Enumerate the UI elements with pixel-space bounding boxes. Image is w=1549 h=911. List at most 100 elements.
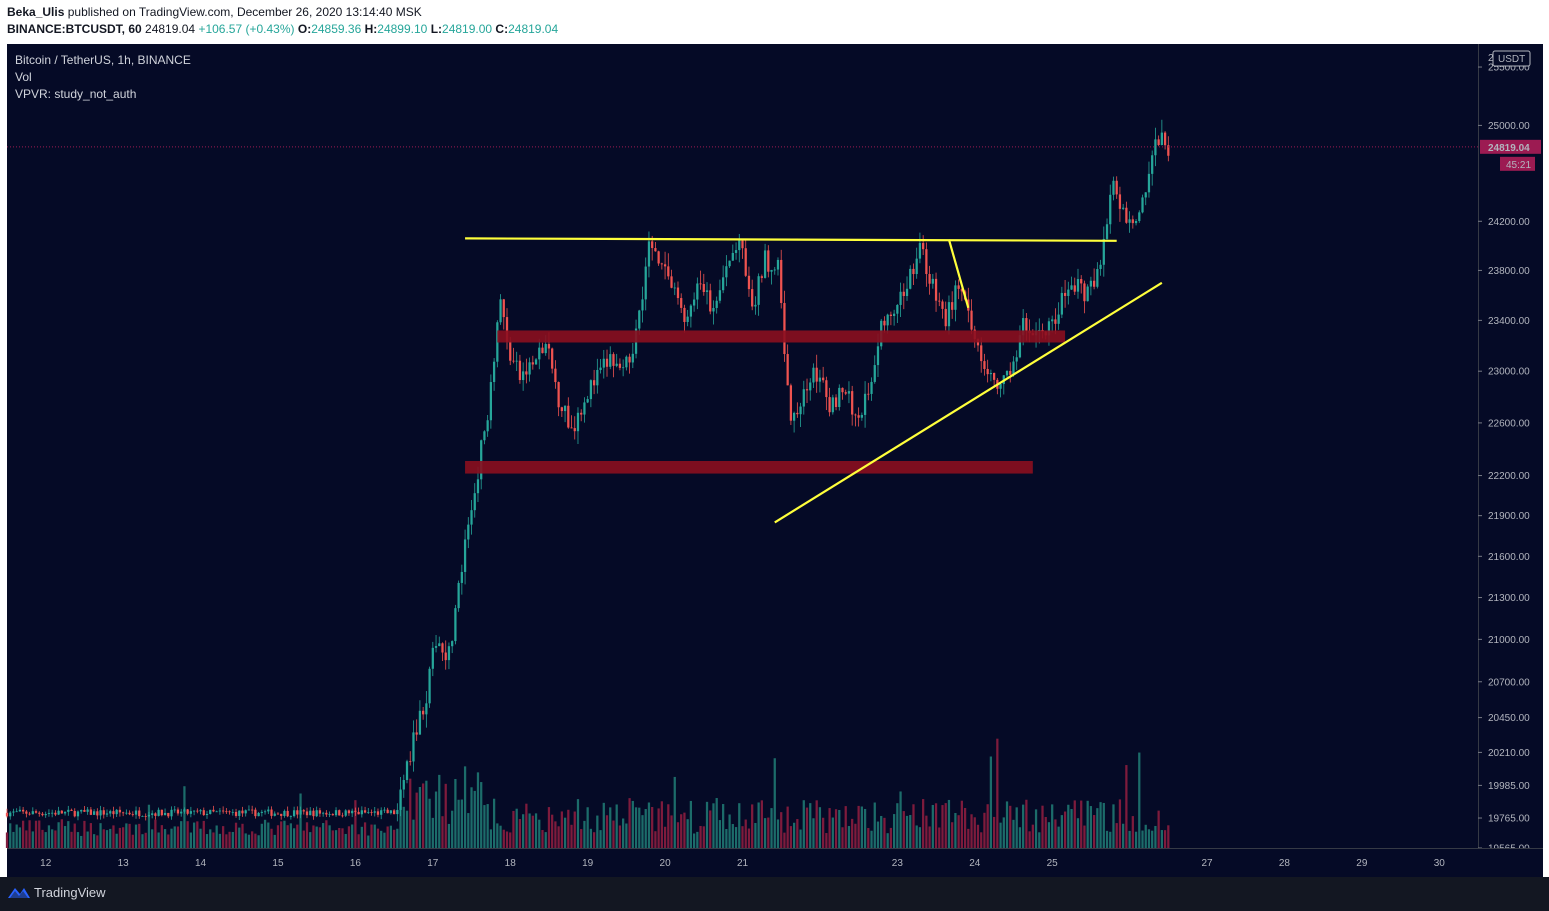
volume-bar xyxy=(602,802,605,848)
candle-body xyxy=(251,809,254,811)
volume-legend[interactable]: Vol xyxy=(15,70,32,84)
volume-bar xyxy=(441,816,444,848)
volume-bar xyxy=(770,808,773,848)
time-tick-label: 29 xyxy=(1356,858,1368,869)
volume-bar xyxy=(57,822,60,848)
volume-bar xyxy=(863,808,867,848)
candle-body xyxy=(573,428,576,432)
author-name[interactable]: Beka_Ulis xyxy=(7,5,65,19)
volume-bar xyxy=(554,821,557,848)
volume-bar xyxy=(170,828,173,848)
publish-line: Beka_Ulis published on TradingView.com, … xyxy=(7,5,422,19)
candle-body xyxy=(618,363,622,368)
volume-bar xyxy=(76,832,80,848)
candle-body xyxy=(615,363,618,366)
volume-bar xyxy=(363,822,367,848)
candle-body xyxy=(663,264,667,267)
volume-bar xyxy=(28,820,31,848)
candle-body xyxy=(738,240,741,251)
volume-bar xyxy=(489,829,493,848)
volume-bar xyxy=(1099,802,1102,848)
volume-bar xyxy=(383,832,386,848)
volume-bar xyxy=(867,828,870,848)
tradingview-logo-icon[interactable] xyxy=(7,884,31,900)
candle-body xyxy=(257,812,260,817)
candle-body xyxy=(951,302,954,310)
candle-body xyxy=(1067,289,1070,296)
volume-bar xyxy=(131,834,134,848)
candle-body xyxy=(92,811,96,815)
candle-body xyxy=(334,810,338,816)
candle-body xyxy=(712,307,715,312)
volume-bar xyxy=(512,810,515,848)
volume-bar xyxy=(996,738,999,848)
candle-body xyxy=(128,812,131,815)
candle-body xyxy=(809,382,812,391)
volume-bar xyxy=(15,824,18,848)
volume-bar xyxy=(970,814,973,848)
candle-body xyxy=(709,290,712,312)
candle-body xyxy=(605,358,609,367)
volume-bar xyxy=(167,834,170,848)
vpvr-legend[interactable]: VPVR: study_not_auth xyxy=(15,87,137,101)
volume-bar xyxy=(73,823,76,848)
candle-body xyxy=(199,810,202,812)
volume-bar xyxy=(831,817,834,848)
volume-bar xyxy=(334,830,338,848)
candle-body xyxy=(38,812,41,814)
candle-body xyxy=(692,299,696,306)
candle-body xyxy=(954,285,957,310)
candle-body xyxy=(986,368,989,375)
time-tick-label: 30 xyxy=(1434,858,1446,869)
currency-label: USDT xyxy=(1498,54,1525,65)
volume-bar xyxy=(502,829,505,848)
candle-body xyxy=(928,274,931,284)
candle-body xyxy=(1086,286,1089,302)
candle-body xyxy=(318,810,322,814)
volume-bar xyxy=(1167,825,1170,848)
volume-bar xyxy=(299,793,302,848)
candle-body xyxy=(641,299,644,311)
volume-bar xyxy=(325,820,328,848)
time-axis-bg xyxy=(7,848,1543,877)
candle-body xyxy=(112,811,115,815)
candle-body xyxy=(1167,145,1170,156)
candle-body xyxy=(838,387,841,407)
candle-body xyxy=(860,414,863,418)
candle-body xyxy=(286,810,289,817)
candle-body xyxy=(347,810,351,814)
candle-body xyxy=(741,240,744,249)
candle-body xyxy=(889,314,893,316)
candle-body xyxy=(18,809,22,812)
candle-body xyxy=(238,810,241,816)
series-legend-title[interactable]: Bitcoin / TetherUS, 1h, BINANCE xyxy=(15,53,191,67)
candle-body xyxy=(612,354,615,366)
candle-body xyxy=(460,571,463,583)
candle-body xyxy=(409,761,412,763)
volume-bar xyxy=(128,823,131,848)
volume-bar xyxy=(957,815,960,848)
volume-bar xyxy=(854,823,857,848)
volume-bar xyxy=(218,833,222,848)
tradingview-brand[interactable]: TradingView xyxy=(34,885,106,900)
time-tick-label: 24 xyxy=(969,858,981,869)
candle-body xyxy=(28,813,31,815)
volume-bar xyxy=(112,825,115,848)
volume-bar xyxy=(531,815,534,848)
volume-bar xyxy=(141,834,144,848)
volume-bar xyxy=(692,833,696,848)
candle-body xyxy=(941,301,944,309)
volume-bar xyxy=(976,824,980,848)
volume-bar xyxy=(99,823,102,848)
price-tick-label: 25000.00 xyxy=(1488,121,1530,132)
chart-pane[interactable] xyxy=(7,44,1543,848)
volume-bar xyxy=(541,830,544,848)
volume-bar xyxy=(1122,823,1125,848)
candle-body xyxy=(341,815,344,817)
volume-bar xyxy=(892,814,896,848)
price-tick-label: 23000.00 xyxy=(1488,367,1530,378)
candle-body xyxy=(583,402,586,415)
volume-bar xyxy=(525,803,528,848)
candle-body xyxy=(673,287,676,289)
